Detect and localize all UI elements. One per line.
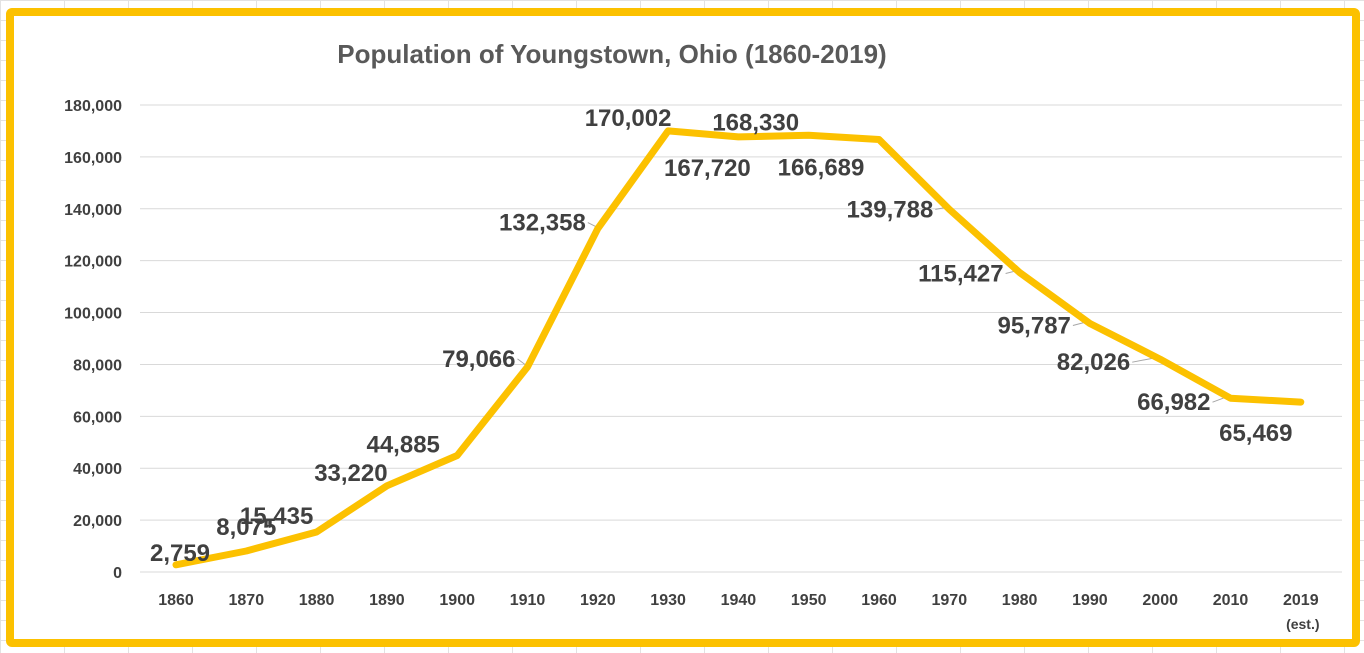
x-tick-label: 1940 <box>721 592 757 609</box>
x-tick-label: 1860 <box>158 592 194 609</box>
y-tick-label: 120,000 <box>64 254 122 271</box>
x-tick-label: 1910 <box>510 592 546 609</box>
data-label: 139,788 <box>847 196 934 223</box>
x-tick-label: 1950 <box>791 592 827 609</box>
x-tick-label: 1980 <box>1002 592 1038 609</box>
data-label: 2,759 <box>150 540 210 567</box>
x-tick-label: 1920 <box>580 592 616 609</box>
data-label: 65,469 <box>1219 420 1292 447</box>
y-tick-label: 0 <box>113 565 122 582</box>
data-label: 82,026 <box>1057 349 1130 376</box>
data-label: 115,427 <box>918 261 1003 288</box>
label-leader-line <box>517 358 526 366</box>
y-tick-label: 20,000 <box>73 513 122 530</box>
y-axis-ticks: 0 20,000 40,000 60,000 80,000 100,000 120,000 1… <box>64 98 122 582</box>
x-tick-label: 1900 <box>439 592 475 609</box>
x-tick-label: 1890 <box>369 592 405 609</box>
x-axis-ticks: 1860 1870 1880 1890 1900 1910 1920 1930 1940 1950… <box>158 592 1319 632</box>
data-label: 168,330 <box>712 109 799 136</box>
x-tick-label: 1970 <box>932 592 968 609</box>
series-line-group <box>172 127 1305 569</box>
data-label: 167,720 <box>664 155 751 182</box>
data-label: 8,075 <box>216 514 276 541</box>
x-tick-label: 1870 <box>229 592 265 609</box>
x-tick-label: 1930 <box>650 592 686 609</box>
x-tick-label: 2019 <box>1283 592 1319 609</box>
x-tick-label: 1880 <box>299 592 335 609</box>
y-tick-label: 80,000 <box>73 357 122 374</box>
data-label: 170,002 <box>585 105 672 132</box>
data-label: 15,435 <box>240 503 313 530</box>
label-leader-line <box>587 222 597 228</box>
data-label: 33,220 <box>314 460 387 487</box>
y-tick-label: 180,000 <box>64 98 122 115</box>
x-tick-label: 2000 <box>1142 592 1178 609</box>
chart-title: Population of Youngstown, Ohio (1860-201… <box>337 39 886 69</box>
x-tick-label: 1960 <box>861 592 897 609</box>
chart-frame[interactable] <box>6 8 1360 647</box>
data-label: 95,787 <box>997 313 1070 340</box>
x-tick-label: 1990 <box>1072 592 1108 609</box>
y-tick-label: 160,000 <box>64 150 122 167</box>
data-label: 66,982 <box>1137 389 1210 416</box>
data-label: 79,066 <box>442 346 515 373</box>
data-label: 132,358 <box>499 210 586 237</box>
data-label: 166,689 <box>778 155 865 182</box>
y-tick-label: 40,000 <box>73 461 122 478</box>
y-tick-label: 100,000 <box>64 306 122 323</box>
data-label: 44,885 <box>366 432 439 459</box>
y-tick-label: 140,000 <box>64 202 122 219</box>
x-tick-sublabel: (est.) <box>1286 616 1319 632</box>
series-line-population <box>172 127 1305 569</box>
y-tick-label: 60,000 <box>73 409 122 426</box>
x-tick-label: 2010 <box>1213 592 1249 609</box>
gridlines <box>140 104 1342 573</box>
